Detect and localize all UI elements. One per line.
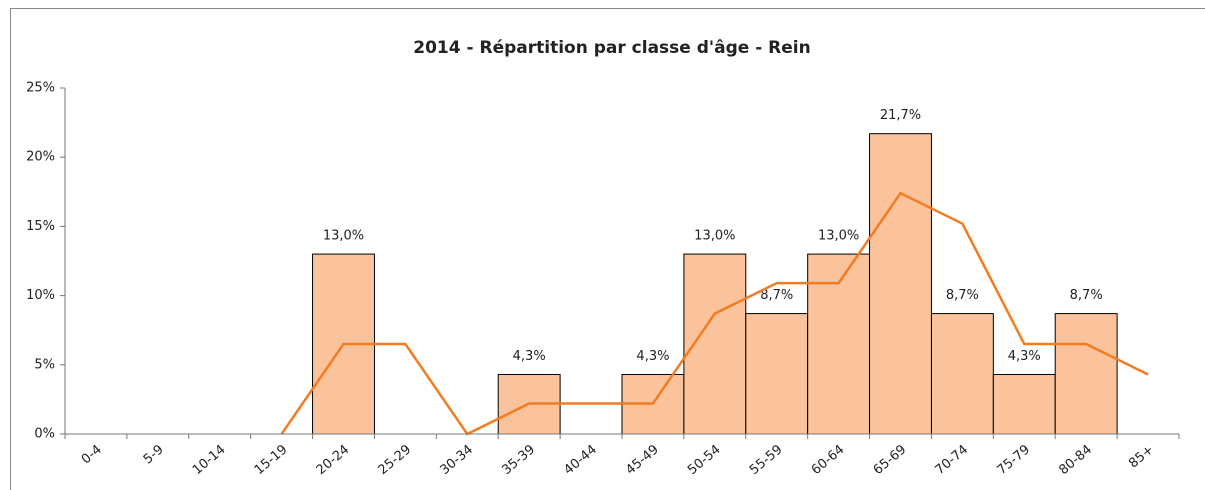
data-label: 13,0% [323, 229, 364, 244]
chart-title: 2014 - Répartition par classe d'âge - Re… [413, 38, 810, 58]
data-label: 13,0% [694, 229, 735, 244]
y-tick-label: 25% [26, 81, 55, 96]
x-tick-label: 85+ [1126, 442, 1157, 471]
bar [745, 313, 809, 435]
data-label: 4,3% [1008, 349, 1041, 364]
y-tick-label: 10% [26, 288, 55, 303]
data-label: 13,0% [818, 229, 859, 244]
y-tick-label: 5% [34, 357, 55, 372]
x-tick-label: 15-19 [252, 442, 291, 478]
x-tick-label: 75-79 [995, 442, 1034, 478]
x-tick-label: 25-29 [376, 442, 415, 478]
data-label: 8,7% [946, 288, 979, 303]
x-tick-label: 0-4 [79, 442, 105, 467]
x-tick-label: 80-84 [1056, 442, 1095, 478]
y-tick-label: 15% [26, 219, 55, 234]
data-label: 8,7% [760, 288, 793, 303]
line [280, 191, 1149, 436]
x-tick-label: 60-64 [809, 442, 848, 478]
data-label: 8,7% [1070, 288, 1103, 303]
x-tick-label: 50-54 [685, 442, 724, 478]
x-tick-label: 20-24 [314, 442, 353, 478]
data-label: 4,3% [513, 349, 546, 364]
bar [869, 133, 932, 435]
x-tick-label: 30-34 [438, 442, 477, 478]
x-tick-label: 65-69 [871, 442, 910, 478]
x-tick-label: 45-49 [623, 442, 662, 478]
y-tick-label: 20% [26, 150, 55, 165]
x-tick-label: 5-9 [141, 442, 167, 467]
y-tick-label: 0% [34, 427, 55, 442]
x-tick-label: 35-39 [499, 442, 538, 478]
frame [10, 8, 1205, 490]
data-label: 21,7% [880, 108, 921, 123]
x-tick-label: 55-59 [747, 442, 786, 478]
data-label: 4,3% [636, 349, 669, 364]
bar [930, 313, 994, 435]
x-tick-label: 10-14 [190, 442, 229, 478]
bar [1054, 313, 1118, 435]
x-tick-label: 70-74 [933, 442, 972, 478]
x-tick-label: 40-44 [561, 442, 600, 478]
bar [992, 373, 1056, 435]
